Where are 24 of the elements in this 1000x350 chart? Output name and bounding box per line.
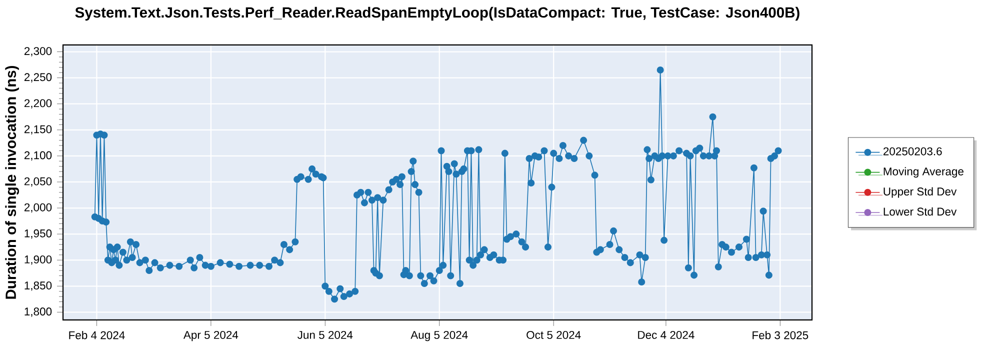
chart-title: System.Text.Json.Tests.Perf_Reader.ReadSpanEmptyLoop(IsDataCompact: True, TestCase: Json400B) [75,6,800,21]
x-tick-label: Jun 5 2024 [298,330,353,339]
y-tick-label: 2,150 [24,125,52,135]
legend-label: Upper Std Dev [884,187,957,198]
x-tick-label: Feb 3 2025 [752,330,808,340]
y-tick-label: 2,100 [24,151,52,161]
y-axis-title: Duration of single invocation (ns) [5,66,20,299]
x-tick-label: Aug 5 2024 [410,330,468,342]
x-tick-label: Apr 5 2024 [183,330,238,342]
legend-label: Moving Average [884,167,964,178]
x-tick-label: Oct 5 2024 [526,330,581,339]
y-tick-label: 2,050 [24,177,52,187]
y-tick-label: 1,900 [24,255,52,265]
y-tick-label: 2,300 [24,47,52,56]
y-tick-label: 2,250 [24,73,52,82]
y-tick-label: 1,850 [24,281,52,291]
x-tick-label: Feb 4 2024 [69,330,125,340]
y-tick-label: 1,950 [24,229,52,239]
y-tick-label: 2,000 [24,203,52,213]
legend-label: 20250203.6 [883,147,942,156]
legend-label: Lower Std Dev [884,207,957,216]
y-tick-label: 2,200 [24,99,52,108]
x-tick-label: Dec 4 2024 [638,330,694,339]
y-tick-label: 1,800 [24,308,52,317]
